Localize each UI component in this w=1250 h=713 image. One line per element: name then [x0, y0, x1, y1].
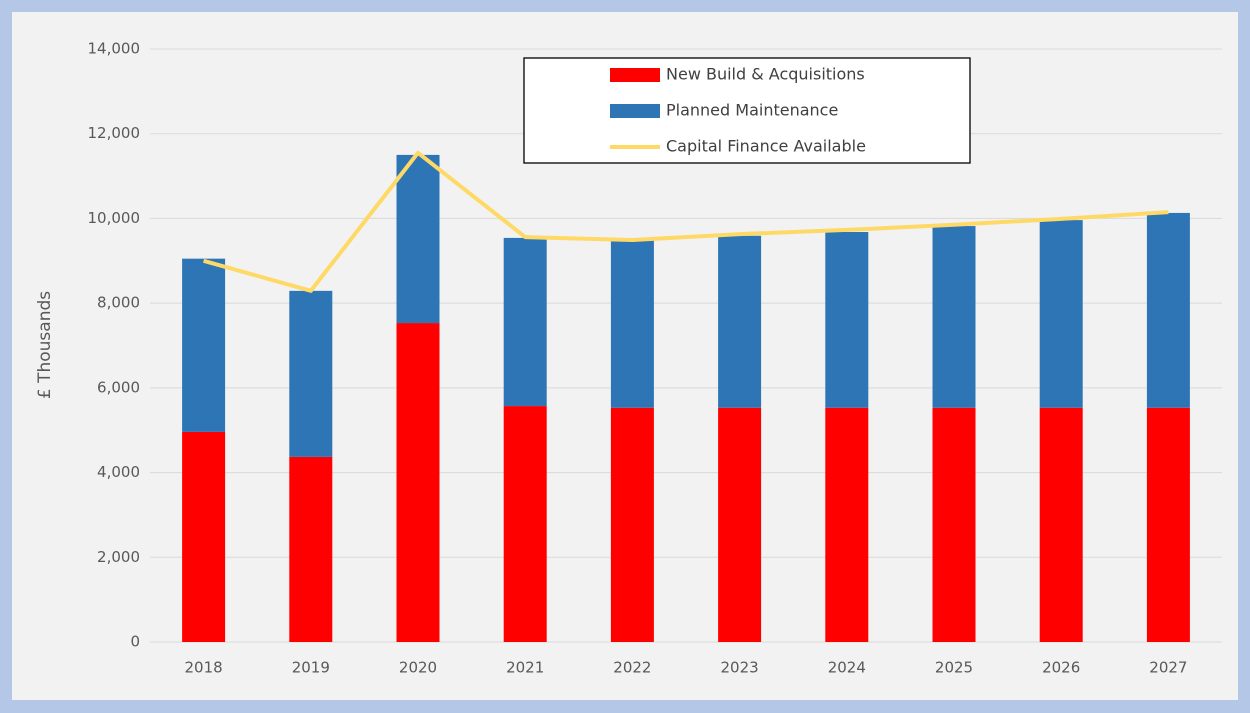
- y-tick-label: 2,000: [97, 548, 140, 566]
- bar: [289, 456, 333, 642]
- y-tick-label: 4,000: [97, 463, 140, 481]
- x-tick-label: 2023: [721, 659, 759, 677]
- bar: [932, 226, 976, 408]
- bar: [1039, 407, 1083, 642]
- y-tick-label: 0: [130, 633, 140, 651]
- bar: [932, 407, 976, 642]
- x-tick-label: 2027: [1149, 659, 1187, 677]
- x-tick-label: 2022: [613, 659, 651, 677]
- legend-label: Capital Finance Available: [666, 137, 866, 156]
- line: [203, 150, 1169, 293]
- bar: [825, 231, 869, 408]
- y-tick-label: 6,000: [97, 378, 140, 396]
- x-tick-label: 2020: [399, 659, 437, 677]
- bar: [718, 235, 762, 408]
- legend-swatch: [610, 68, 660, 82]
- legend-swatch: [610, 104, 660, 118]
- x-tick-label: 2025: [935, 659, 973, 677]
- legend-label: New Build & Acquisitions: [666, 65, 865, 84]
- bar: [396, 323, 440, 642]
- legend-label: Planned Maintenance: [666, 101, 838, 120]
- x-tick-label: 2026: [1042, 659, 1080, 677]
- bar: [396, 154, 440, 324]
- x-tick-label: 2021: [506, 659, 544, 677]
- bar: [503, 237, 547, 407]
- y-tick-label: 14,000: [88, 40, 141, 58]
- y-tick-label: 8,000: [97, 294, 140, 312]
- y-axis-label: £ Thousands: [35, 291, 55, 399]
- x-tick-label: 2018: [185, 659, 223, 677]
- bar: [718, 407, 762, 642]
- bar: [610, 240, 654, 408]
- y-tick-label: 12,000: [88, 124, 141, 142]
- legend-box: [523, 57, 971, 164]
- bar: [289, 290, 333, 457]
- bar: [503, 406, 547, 642]
- bar: [1146, 212, 1190, 408]
- bar: [610, 407, 654, 642]
- bar: [1146, 407, 1190, 642]
- bar: [1039, 220, 1083, 408]
- bar: [182, 258, 226, 432]
- x-tick-label: 2024: [828, 659, 866, 677]
- bar: [182, 431, 226, 642]
- x-tick-label: 2019: [292, 659, 330, 677]
- legend: New Build & Acquisitions Planned Maintena…: [523, 57, 971, 164]
- y-tick-label: 10,000: [88, 209, 141, 227]
- bar: [825, 407, 869, 642]
